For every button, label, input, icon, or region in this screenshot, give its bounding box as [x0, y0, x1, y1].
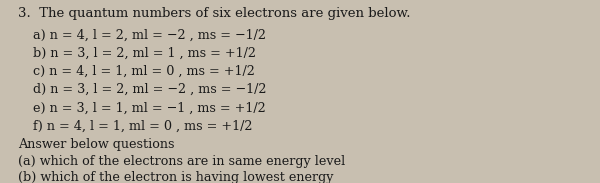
- Text: a) n = 4, l = 2, ml = −2 , ms = −1/2: a) n = 4, l = 2, ml = −2 , ms = −1/2: [33, 28, 266, 41]
- Text: b) n = 3, l = 2, ml = 1 , ms = +1/2: b) n = 3, l = 2, ml = 1 , ms = +1/2: [33, 47, 256, 60]
- Text: (b) which of the electron is having lowest energy: (b) which of the electron is having lowe…: [18, 171, 334, 183]
- Text: e) n = 3, l = 1, ml = −1 , ms = +1/2: e) n = 3, l = 1, ml = −1 , ms = +1/2: [33, 102, 266, 115]
- Text: c) n = 4, l = 1, ml = 0 , ms = +1/2: c) n = 4, l = 1, ml = 0 , ms = +1/2: [33, 65, 255, 78]
- Text: Answer below questions: Answer below questions: [18, 138, 175, 151]
- Text: (a) which of the electrons are in same energy level: (a) which of the electrons are in same e…: [18, 155, 345, 168]
- Text: d) n = 3, l = 2, ml = −2 , ms = −1/2: d) n = 3, l = 2, ml = −2 , ms = −1/2: [33, 83, 266, 96]
- Text: f) n = 4, l = 1, ml = 0 , ms = +1/2: f) n = 4, l = 1, ml = 0 , ms = +1/2: [33, 120, 253, 133]
- Text: 3.  The quantum numbers of six electrons are given below.: 3. The quantum numbers of six electrons …: [18, 7, 410, 20]
